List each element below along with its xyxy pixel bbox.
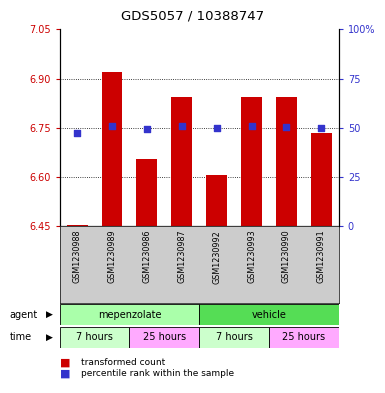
Text: mepenzolate: mepenzolate (98, 310, 161, 320)
Point (179, 123, 185, 129)
Text: vehicle: vehicle (251, 310, 286, 320)
Text: GSM1230991: GSM1230991 (317, 230, 326, 283)
Point (214, 125, 220, 132)
Bar (129, 327, 199, 348)
Bar (241, 97, 262, 226)
Bar (311, 133, 332, 226)
Text: GSM1230993: GSM1230993 (247, 230, 256, 283)
Text: GSM1230986: GSM1230986 (142, 230, 151, 283)
Text: transformed count: transformed count (81, 358, 165, 367)
Point (283, 124, 290, 130)
Text: ■: ■ (60, 358, 70, 368)
Bar (102, 72, 122, 226)
Point (74, 130, 80, 136)
Text: ▶: ▶ (46, 333, 53, 342)
Text: time: time (10, 332, 32, 342)
Bar (136, 159, 157, 226)
Bar (171, 97, 192, 226)
Text: GDS5057 / 10388747: GDS5057 / 10388747 (121, 10, 264, 23)
Bar (199, 304, 339, 325)
Text: 7 hours: 7 hours (76, 332, 113, 342)
Text: 7 hours: 7 hours (216, 332, 253, 342)
Text: GSM1230990: GSM1230990 (282, 230, 291, 283)
Point (109, 123, 115, 129)
Bar (276, 97, 297, 226)
Bar (269, 327, 339, 348)
Bar (67, 225, 88, 226)
Text: agent: agent (10, 310, 38, 320)
Point (144, 126, 150, 132)
Point (248, 123, 254, 129)
Bar (60, 327, 129, 348)
Text: 25 hours: 25 hours (282, 332, 325, 342)
Bar (206, 175, 227, 226)
Point (318, 125, 325, 132)
Text: GSM1230992: GSM1230992 (212, 230, 221, 284)
Text: GSM1230989: GSM1230989 (107, 230, 117, 283)
Text: ▶: ▶ (46, 310, 53, 319)
Text: ■: ■ (60, 369, 70, 379)
Text: percentile rank within the sample: percentile rank within the sample (81, 369, 234, 378)
Text: GSM1230988: GSM1230988 (73, 230, 82, 283)
Bar (199, 327, 269, 348)
Text: GSM1230987: GSM1230987 (177, 230, 186, 283)
Text: 25 hours: 25 hours (143, 332, 186, 342)
Bar (60, 304, 199, 325)
